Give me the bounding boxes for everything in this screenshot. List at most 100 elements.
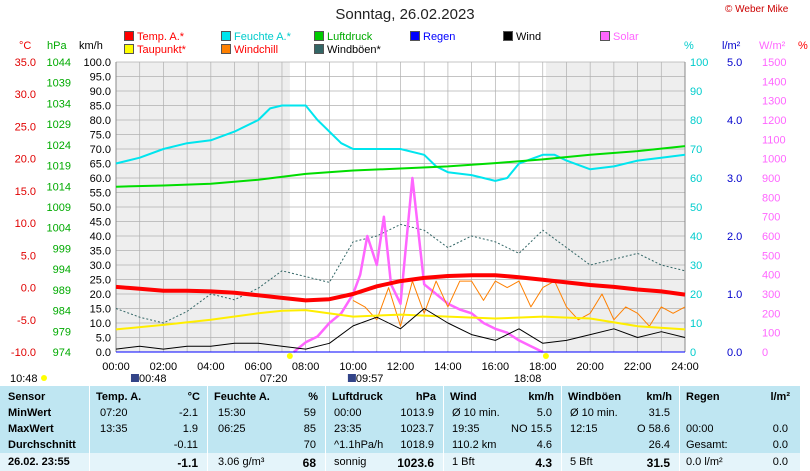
- legend-swatch: [503, 31, 513, 41]
- gust-label: 5 Bft: [570, 456, 593, 468]
- humidity-tick-label: 90: [690, 86, 702, 98]
- humidity-tick-label: 40: [690, 231, 702, 243]
- solar-tick-label: 300: [762, 289, 780, 301]
- rain-label: Gesamt:: [686, 439, 728, 451]
- humidity-time: 3.06 g/m³: [218, 456, 265, 468]
- wind-tick-label: 35.0: [90, 246, 111, 258]
- wind-tick-label: 15.0: [90, 304, 111, 316]
- legend-item-8: Windchill: [221, 44, 278, 56]
- legend-item-2: Feuchte A.*: [221, 31, 291, 43]
- wind-tick-label: 65.0: [90, 159, 111, 171]
- legend-label: Windchill: [234, 44, 279, 56]
- solar-tick-label: 100: [762, 328, 780, 340]
- solar-unit-label: W/m²: [759, 40, 786, 52]
- solar-tick-label: 500: [762, 250, 780, 262]
- gust-label: 12:15: [570, 423, 598, 435]
- wind-tick-label: 45.0: [90, 217, 111, 229]
- temp-tick-label: 30.0: [15, 89, 36, 101]
- wind-label: 1 Bft: [452, 456, 475, 468]
- temp-tick-label: 10.0: [15, 218, 36, 230]
- sunrise-icon: [286, 353, 293, 359]
- wind-label: Ø 10 min.: [452, 407, 500, 419]
- pressure-time: sonnig: [334, 456, 367, 468]
- legend-label: Temp. A.*: [137, 31, 185, 43]
- wind-tick-label: 0.0: [96, 347, 111, 359]
- wind-tick-label: 30.0: [90, 260, 111, 272]
- legend-item-4: Regen: [410, 31, 455, 43]
- temp-time: 07:20: [100, 407, 128, 419]
- wind-label: 19:35: [452, 423, 480, 435]
- pressure-tick-label: 974: [53, 347, 71, 359]
- humidity-unit-label: %: [684, 40, 694, 52]
- temp-value: -1.1: [177, 456, 198, 470]
- legend-item-9: Windböen*: [314, 44, 381, 56]
- x-tick-label: 10:00: [339, 361, 367, 373]
- sunset-icon: [542, 353, 549, 359]
- header-pressure-unit: hPa: [415, 391, 436, 403]
- x-tick-label: 12:00: [387, 361, 415, 373]
- wind-tick-label: 60.0: [90, 173, 111, 185]
- legend-item-6: Solar: [600, 31, 639, 43]
- pressure-tick-label: 979: [53, 326, 71, 338]
- series-taupunkt-line: [115, 309, 686, 331]
- pressure-tick-label: 1039: [47, 78, 71, 90]
- rain-value: 0.0: [772, 456, 788, 468]
- rain-value: 0.0: [772, 423, 788, 435]
- pressure-value: 1018.9: [400, 439, 434, 451]
- temp-tick-label: 15.0: [15, 186, 36, 198]
- wind-tick-label: 85.0: [90, 101, 111, 113]
- humidity-tick-label: 70: [690, 144, 702, 156]
- legend-swatch: [314, 44, 324, 54]
- pressure-tick-label: 1019: [47, 161, 71, 173]
- humidity-value: 85: [303, 423, 316, 435]
- gust-value: 31.5: [646, 456, 670, 470]
- legend-item-1: Temp. A.*: [124, 31, 184, 43]
- pressure-tick-label: 1014: [47, 181, 71, 193]
- header-gust: Windböen: [568, 391, 622, 403]
- temp-value: -2.1: [179, 407, 198, 419]
- rain-tick-label: 3.0: [727, 173, 742, 185]
- solar-tick-label: 1400: [762, 76, 786, 88]
- wind-tick-label: 25.0: [90, 275, 111, 287]
- header-rain: Regen: [686, 391, 720, 403]
- pressure-tick-label: 1034: [47, 98, 71, 110]
- wind-tick-label: 95.0: [90, 72, 111, 84]
- temp-tick-label: 25.0: [15, 121, 36, 133]
- temp-tick-label: -5.0: [17, 315, 36, 327]
- row-label: Durchschnitt: [8, 439, 76, 451]
- pressure-tick-label: 1044: [47, 57, 71, 69]
- pressure-tick-label: 989: [53, 285, 71, 297]
- rain-tick-label: 4.0: [727, 115, 742, 127]
- wind-tick-label: 100.0: [83, 57, 111, 69]
- rain-tick-label: 5.0: [727, 57, 742, 69]
- legend-label: Windböen*: [327, 44, 381, 56]
- temp-tick-label: 20.0: [15, 154, 36, 166]
- weather-chart: 35.0 30.0 25.0 20.0 15.0 10.0 5.0 0.0 -5.0 -10.0 1…: [10, 57, 786, 385]
- humidity-value: 70: [303, 439, 316, 451]
- temp-time: 13:35: [100, 423, 128, 435]
- legend-swatch: [410, 31, 420, 41]
- rain-label: 00:00: [686, 423, 714, 435]
- solar-tick-label: 800: [762, 192, 780, 204]
- temp-tick-label: 35.0: [15, 57, 36, 69]
- wind-tick-label: 55.0: [90, 188, 111, 200]
- x-tick-label: 24:00: [671, 361, 699, 373]
- pressure-tick-label: 984: [53, 306, 71, 318]
- x-tick-label: 18:00: [529, 361, 557, 373]
- pressure-tick-label: 1024: [47, 140, 71, 152]
- wind-tick-label: 5.0: [96, 333, 111, 345]
- pressure-tick-label: 1009: [47, 202, 71, 214]
- legend-label: Solar: [613, 31, 639, 43]
- humidity-time: 15:30: [218, 407, 246, 419]
- humidity-tick-label: 50: [690, 202, 702, 214]
- wind-value: 4.3: [535, 456, 552, 470]
- temp-tick-label: 0.0: [21, 283, 36, 295]
- moon-icon: [347, 374, 356, 382]
- solar-tick-label: 1000: [762, 154, 786, 166]
- row-label: MaxWert: [8, 423, 54, 435]
- humidity-tick-label: 10: [690, 318, 702, 330]
- x-tick-label: 20:00: [576, 361, 604, 373]
- x-tick-label: 22:00: [624, 361, 652, 373]
- x-tick-label: 14:00: [434, 361, 462, 373]
- wind-tick-label: 50.0: [90, 202, 111, 214]
